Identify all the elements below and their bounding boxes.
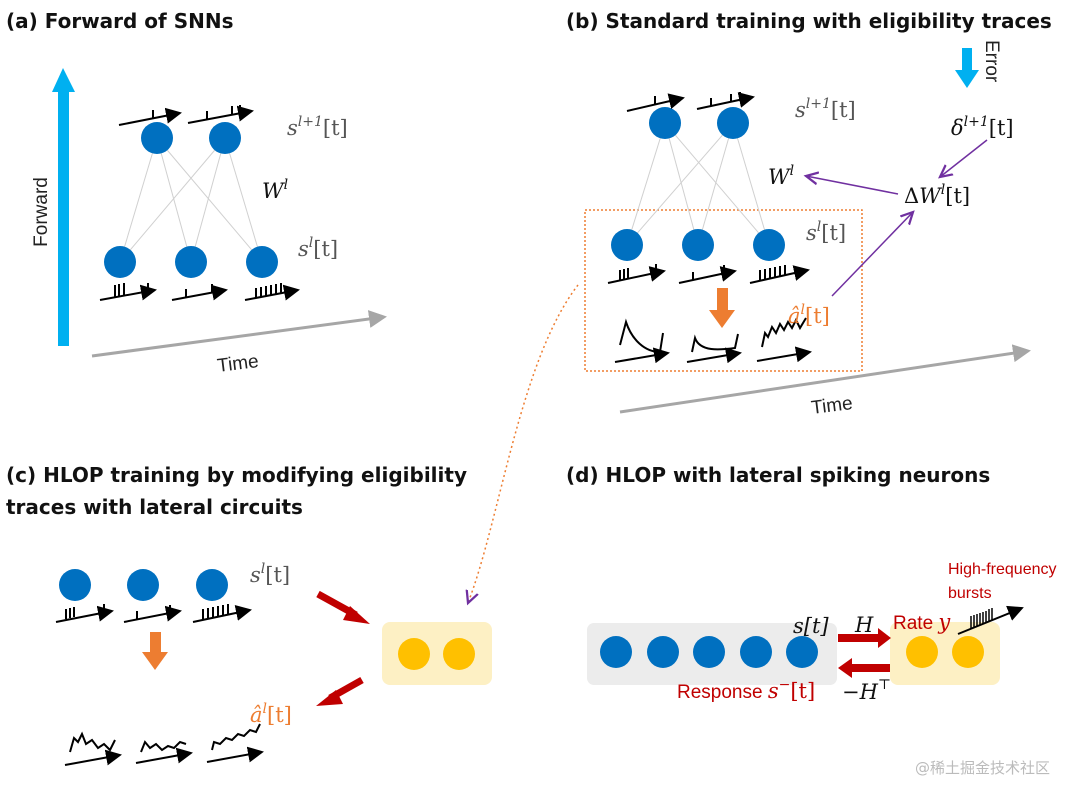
connections [119, 137, 263, 263]
neuron [753, 229, 785, 261]
label-rate: Rate y [893, 610, 951, 634]
panel-a-title: (a) Forward of SNNs [6, 9, 234, 33]
link-arrow [468, 284, 579, 603]
label-weight: Wl [262, 177, 288, 203]
label-h: H [854, 613, 874, 637]
label-s-cur: sl[t] [806, 219, 846, 245]
neuron [786, 636, 818, 668]
neuron [127, 569, 159, 601]
error-arrow-icon [955, 48, 979, 88]
label-response: Response s−[t] [677, 677, 815, 703]
orange-down-arrow-icon [142, 632, 168, 670]
label-a-hat: âl[t] [250, 701, 292, 727]
label-s-next: sl+1[t] [795, 96, 856, 122]
neuron [693, 636, 725, 668]
neuron [175, 246, 207, 278]
spike-trains [607, 92, 812, 364]
neuron [682, 229, 714, 261]
lateral-neuron [398, 638, 430, 670]
neuron [717, 107, 749, 139]
red-arrows [316, 590, 370, 706]
connections [626, 122, 770, 246]
orange-down-arrow-icon [709, 288, 735, 328]
panel-c-title-line1: (c) HLOP training by modifying eligibili… [6, 463, 467, 487]
panel-b-title: (b) Standard training with eligibility t… [566, 9, 1052, 33]
bursts-label-line2: bursts [948, 585, 992, 602]
neuron [209, 122, 241, 154]
burst-spike-train [957, 605, 1024, 635]
neuron [196, 569, 228, 601]
spike-trains [99, 105, 300, 301]
neuron [600, 636, 632, 668]
neuron [141, 122, 173, 154]
neurons [600, 636, 818, 668]
watermark: @稀土掘金技术社区 [915, 759, 1050, 777]
lateral-neuron [952, 636, 984, 668]
lateral-neuron [443, 638, 475, 670]
forward-label: Forward [31, 177, 52, 247]
label-weight: Wl [768, 163, 794, 189]
neuron [59, 569, 91, 601]
label-s: s[t] [793, 614, 829, 638]
error-label: Error [981, 40, 1002, 83]
label-a-hat: âl[t] [788, 302, 830, 328]
label-delta: δl+1[t] [951, 114, 1014, 140]
label-s-cur: sl[t] [298, 235, 338, 261]
lateral-neuron [906, 636, 938, 668]
neurons [59, 569, 228, 601]
time-label: Time [216, 351, 260, 377]
lateral-neurons [906, 636, 984, 668]
neuron [104, 246, 136, 278]
panel-c: (c) HLOP training by modifying eligibili… [6, 463, 492, 766]
neuron [246, 246, 278, 278]
gradient-arrows [806, 139, 988, 297]
neuron [647, 636, 679, 668]
neuron [740, 636, 772, 668]
time-label: Time [810, 393, 854, 419]
panel-d: (d) HLOP with lateral spiking neurons s[… [566, 463, 1057, 704]
panel-a: (a) Forward of SNNs Forward Time sl+1[t]… [6, 9, 387, 377]
panel-c-title-line2: traces with lateral circuits [6, 495, 303, 519]
label-s-next: sl+1[t] [287, 114, 348, 140]
lateral-neurons [398, 638, 475, 670]
time-axis [91, 310, 387, 358]
bursts-label-line1: High-frequency [948, 561, 1057, 578]
label-delta-w: ΔWl[t] [904, 182, 970, 208]
panel-b: (b) Standard training with eligibility t… [566, 9, 1052, 419]
eligibility-box [584, 209, 863, 372]
neuron [611, 229, 643, 261]
spike-trains [55, 604, 264, 766]
panel-d-title: (d) HLOP with lateral spiking neurons [566, 463, 990, 487]
label-s-cur: sl[t] [250, 561, 290, 587]
red-arrows [838, 628, 891, 678]
forward-arrow-icon [52, 68, 75, 346]
neurons [104, 122, 278, 278]
label-h-transpose: −H⊤ [842, 677, 891, 704]
neurons [611, 107, 785, 261]
neuron [649, 107, 681, 139]
time-axis [619, 344, 1031, 414]
